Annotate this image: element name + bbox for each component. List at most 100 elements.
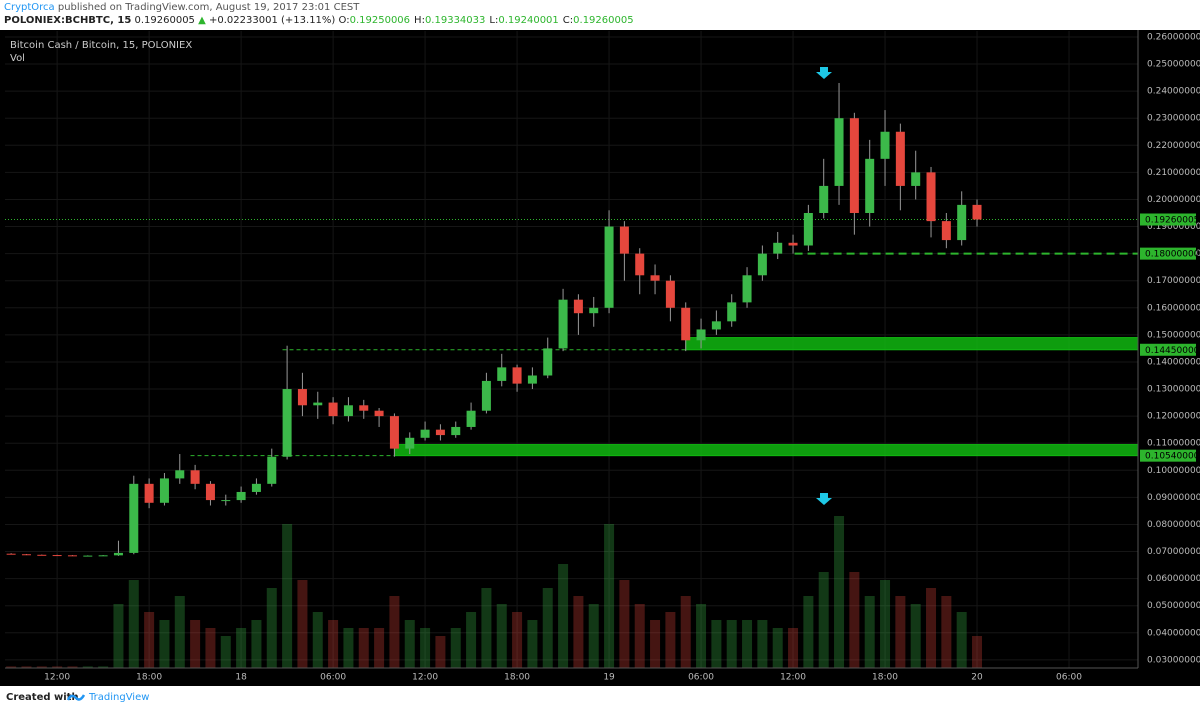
volume-bar — [910, 604, 921, 668]
ohlc-label: O: — [338, 15, 350, 26]
candle-body — [405, 437, 415, 449]
candle-body — [589, 307, 599, 314]
price-label: 0.10540000 — [1145, 452, 1200, 462]
volume-bar — [941, 596, 952, 668]
candle-body — [834, 118, 844, 186]
volume-bar — [972, 636, 983, 668]
ohlc: O:0.19250006 H:0.19334033 L:0.19240001 C:0.… — [339, 15, 638, 26]
y-tick-label: 0.11000000 — [1147, 439, 1200, 449]
ohlc-value: 0.19250006 — [349, 15, 411, 26]
candle-body — [941, 221, 951, 241]
y-tick-label: 0.04000000 — [1147, 628, 1200, 638]
candle-body — [175, 470, 185, 479]
candle-body — [190, 470, 200, 484]
candle-body — [282, 389, 292, 457]
candle-body — [497, 367, 507, 381]
volume-pane — [6, 516, 983, 668]
symbol-line: POLONIEX:BCHBTC, 15 0.19260005 ▲ +0.0223… — [4, 14, 638, 27]
volume-bar — [374, 628, 385, 668]
volume-bar — [788, 628, 799, 668]
volume-bar — [52, 666, 63, 668]
volume-bar — [404, 620, 415, 668]
volume-bar — [328, 620, 339, 668]
volume-bar — [742, 620, 753, 668]
volume-bar — [726, 620, 737, 668]
volume-bar — [481, 588, 492, 668]
y-tick-label: 0.08000000 — [1147, 520, 1200, 530]
candle-body — [696, 329, 706, 341]
candle-body — [297, 389, 307, 406]
volume-bar — [573, 596, 584, 668]
price-label-box — [1140, 449, 1196, 462]
volume-bar — [236, 628, 247, 668]
author[interactable]: CryptOrca — [4, 2, 55, 13]
volume-bar — [174, 596, 185, 668]
y-tick-label: 0.22000000 — [1147, 141, 1200, 151]
candle-body — [558, 299, 568, 349]
candle-body — [67, 555, 77, 557]
volume-bar — [205, 628, 216, 668]
volume-bar — [665, 612, 676, 668]
header: CryptOrca published on TradingView.com, … — [0, 0, 1200, 30]
y-tick-label: 0.06000000 — [1147, 574, 1200, 584]
y-tick-label: 0.26000000 — [1147, 32, 1200, 42]
x-tick-label: 12:00 — [412, 673, 438, 683]
candle-body — [236, 491, 246, 501]
candle-body — [849, 118, 859, 213]
volume-bar — [634, 604, 645, 668]
volume-bar — [98, 666, 109, 668]
volume-bar — [251, 620, 262, 668]
candle-body — [619, 226, 629, 254]
volume-bar — [711, 620, 722, 668]
volume-bar — [834, 516, 845, 668]
y-tick-label: 0.17000000 — [1147, 276, 1200, 286]
volume-bar — [588, 604, 599, 668]
candle-body — [957, 204, 967, 241]
change: +0.02233001 (+13.11%) — [209, 15, 336, 26]
volume-bar — [558, 564, 569, 668]
volume-bar — [190, 620, 201, 668]
y-tick-label: 0.25000000 — [1147, 60, 1200, 70]
volume-bar — [312, 612, 323, 668]
y-tick-label: 0.20000000 — [1147, 195, 1200, 205]
candle-body — [113, 552, 123, 556]
price-label-box — [1140, 343, 1196, 356]
candle-body — [880, 131, 890, 159]
last-price: 0.19260005 — [134, 15, 195, 26]
candle-body — [543, 348, 553, 376]
y-tick-label: 0.15000000 — [1147, 330, 1200, 340]
volume-bar — [82, 666, 93, 668]
y-tick-label: 0.14000000 — [1147, 357, 1200, 367]
volume-bar — [696, 604, 707, 668]
published: published on TradingView.com, August 19,… — [57, 2, 360, 13]
x-tick-label: 12:00 — [780, 673, 806, 683]
candles — [6, 83, 982, 557]
x-tick-label: 18:00 — [136, 673, 162, 683]
volume-bar — [880, 580, 891, 668]
x-tick-label: 06:00 — [320, 673, 346, 683]
candle-body — [527, 375, 537, 384]
candle-body — [52, 555, 62, 557]
x-tick-label: 18:00 — [872, 673, 898, 683]
candle-body — [313, 402, 323, 406]
volume-bar — [864, 596, 875, 668]
candle-body — [328, 402, 338, 417]
candle-body — [895, 131, 905, 186]
y-tick-label: 0.24000000 — [1147, 87, 1200, 97]
ohlc-value: 0.19260005 — [573, 15, 634, 26]
candle-body — [481, 380, 491, 411]
candle-body — [144, 483, 154, 503]
ohlc-label: L: — [489, 15, 499, 26]
volume-bar — [542, 588, 553, 668]
footer: Created with TradingView — [0, 686, 1200, 711]
volume-bar — [956, 612, 967, 668]
candle-body — [374, 410, 384, 417]
price-label: 0.18000000 — [1145, 250, 1200, 260]
y-tick-label: 0.16000000 — [1147, 303, 1200, 313]
candle-body — [665, 280, 675, 308]
volume-bar — [604, 524, 615, 668]
candle-body — [604, 226, 614, 308]
volume-bar — [389, 596, 400, 668]
brand[interactable]: TradingView — [89, 692, 150, 703]
y-tick-label: 0.19000000 — [1147, 222, 1200, 232]
